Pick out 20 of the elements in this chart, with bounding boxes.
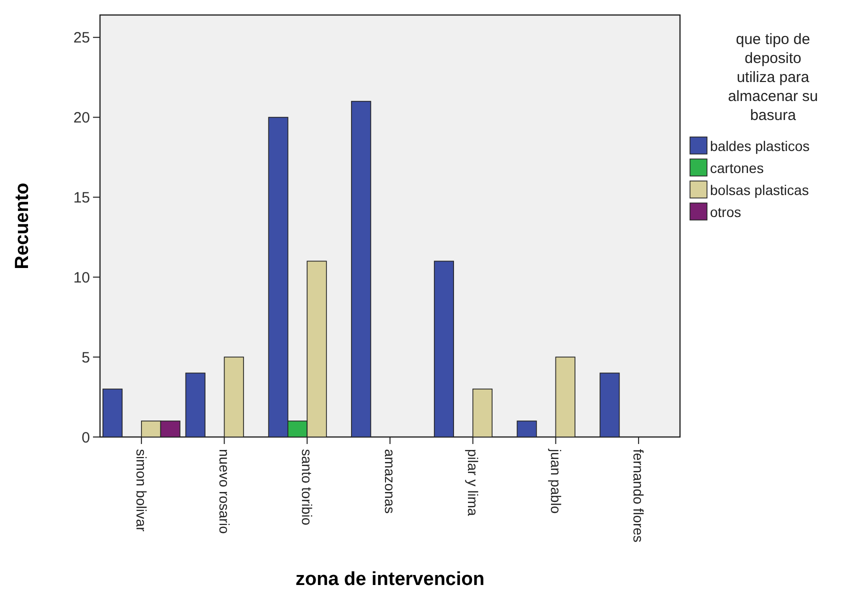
x-tick-label: fernando flores [630,449,647,542]
y-axis-title: Recuento [12,182,33,270]
legend-label: cartones [710,160,764,176]
legend-label: baldes plasticos [710,138,810,154]
x-tick-label: juan pablo [548,448,564,514]
legend-label: bolsas plasticas [710,182,809,198]
y-tick-label: 20 [73,110,90,127]
y-tick-label: 25 [73,30,90,47]
x-tick-label: pilar y lima [464,449,481,516]
x-tick-label: nuevo rosario [216,449,232,534]
x-tick-label: santo toribio [299,449,316,526]
legend-title: que tipo de deposito utiliza para almacenar su basura [728,31,818,124]
x-tick-label: amazonas [382,449,398,514]
y-tick-label: 5 [82,349,90,366]
x-axis-title: zona de intervencion [296,569,484,590]
y-tick-label: 10 [73,269,90,286]
x-tick-label: simon bolivar [134,449,150,532]
y-tick-label: 0 [82,429,90,446]
y-tick-label: 15 [73,189,90,206]
legend-label: otros [710,204,742,220]
